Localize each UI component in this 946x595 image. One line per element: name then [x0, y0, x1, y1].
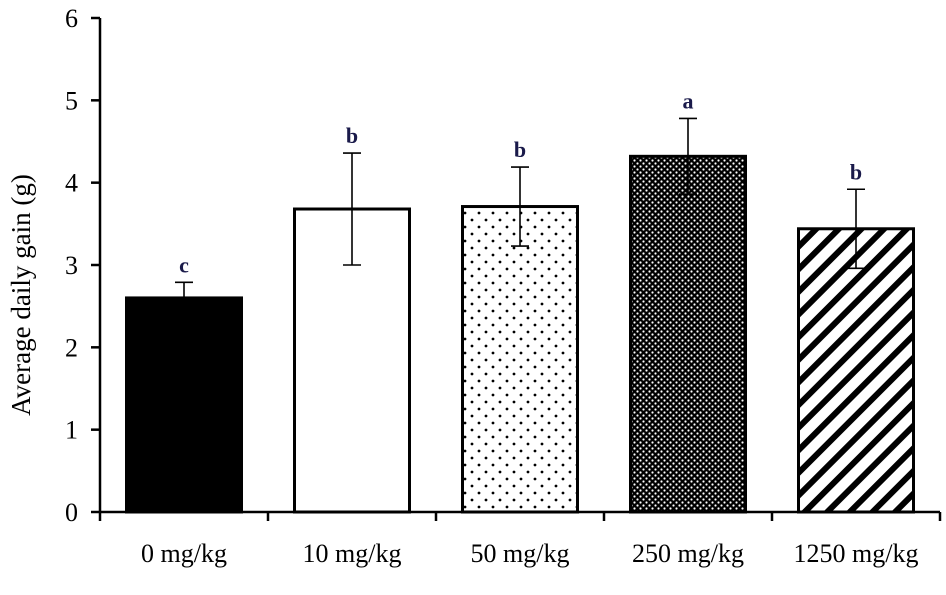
x-tick-label: 1250 mg/kg [794, 539, 919, 568]
significance-label: a [683, 88, 694, 113]
significance-label: c [179, 252, 189, 277]
significance-label: b [514, 137, 526, 162]
y-tick-label: 0 [65, 498, 78, 527]
labels: c 0 mg/kg b 10 mg/kg b 50 mg/kg a 250 mg/kg b 125… [141, 88, 918, 568]
x-tick-label: 0 mg/kg [141, 539, 227, 568]
y-tick-label: 6 [65, 4, 78, 33]
y-tick-label: 4 [65, 169, 78, 198]
y-tick-label: 2 [65, 333, 78, 362]
bar [125, 296, 243, 514]
significance-label: b [346, 123, 358, 148]
x-tick-label: 250 mg/kg [632, 539, 744, 568]
y-tick-label: 1 [65, 416, 78, 445]
y-tick-label: 3 [65, 251, 78, 280]
bar [629, 154, 747, 514]
x-tick-label: 50 mg/kg [471, 539, 570, 568]
significance-label: b [850, 159, 862, 184]
bar [797, 227, 915, 514]
y-axis-title: Average daily gain (g) [6, 174, 36, 416]
bar [461, 205, 579, 514]
error-bars [175, 117, 865, 315]
bars [125, 154, 915, 514]
y-tick-label: 5 [65, 86, 78, 115]
x-tick-label: 10 mg/kg [303, 539, 402, 568]
